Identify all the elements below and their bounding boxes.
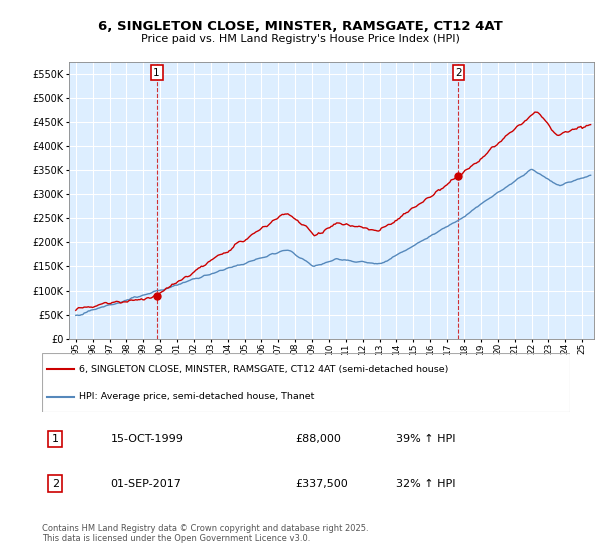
Text: 32% ↑ HPI: 32% ↑ HPI [396, 479, 455, 489]
Text: 2: 2 [52, 479, 59, 489]
Text: 1: 1 [52, 434, 59, 444]
Text: 6, SINGLETON CLOSE, MINSTER, RAMSGATE, CT12 4AT (semi-detached house): 6, SINGLETON CLOSE, MINSTER, RAMSGATE, C… [79, 365, 448, 374]
Text: Contains HM Land Registry data © Crown copyright and database right 2025.
This d: Contains HM Land Registry data © Crown c… [42, 524, 368, 543]
Text: 15-OCT-1999: 15-OCT-1999 [110, 434, 184, 444]
Text: £337,500: £337,500 [295, 479, 348, 489]
Text: 6, SINGLETON CLOSE, MINSTER, RAMSGATE, CT12 4AT: 6, SINGLETON CLOSE, MINSTER, RAMSGATE, C… [98, 20, 502, 32]
Text: Price paid vs. HM Land Registry's House Price Index (HPI): Price paid vs. HM Land Registry's House … [140, 34, 460, 44]
Text: 01-SEP-2017: 01-SEP-2017 [110, 479, 182, 489]
Text: 2: 2 [455, 68, 462, 78]
Text: 39% ↑ HPI: 39% ↑ HPI [396, 434, 455, 444]
Text: 1: 1 [154, 68, 160, 78]
Text: HPI: Average price, semi-detached house, Thanet: HPI: Average price, semi-detached house,… [79, 393, 314, 402]
Text: £88,000: £88,000 [295, 434, 341, 444]
